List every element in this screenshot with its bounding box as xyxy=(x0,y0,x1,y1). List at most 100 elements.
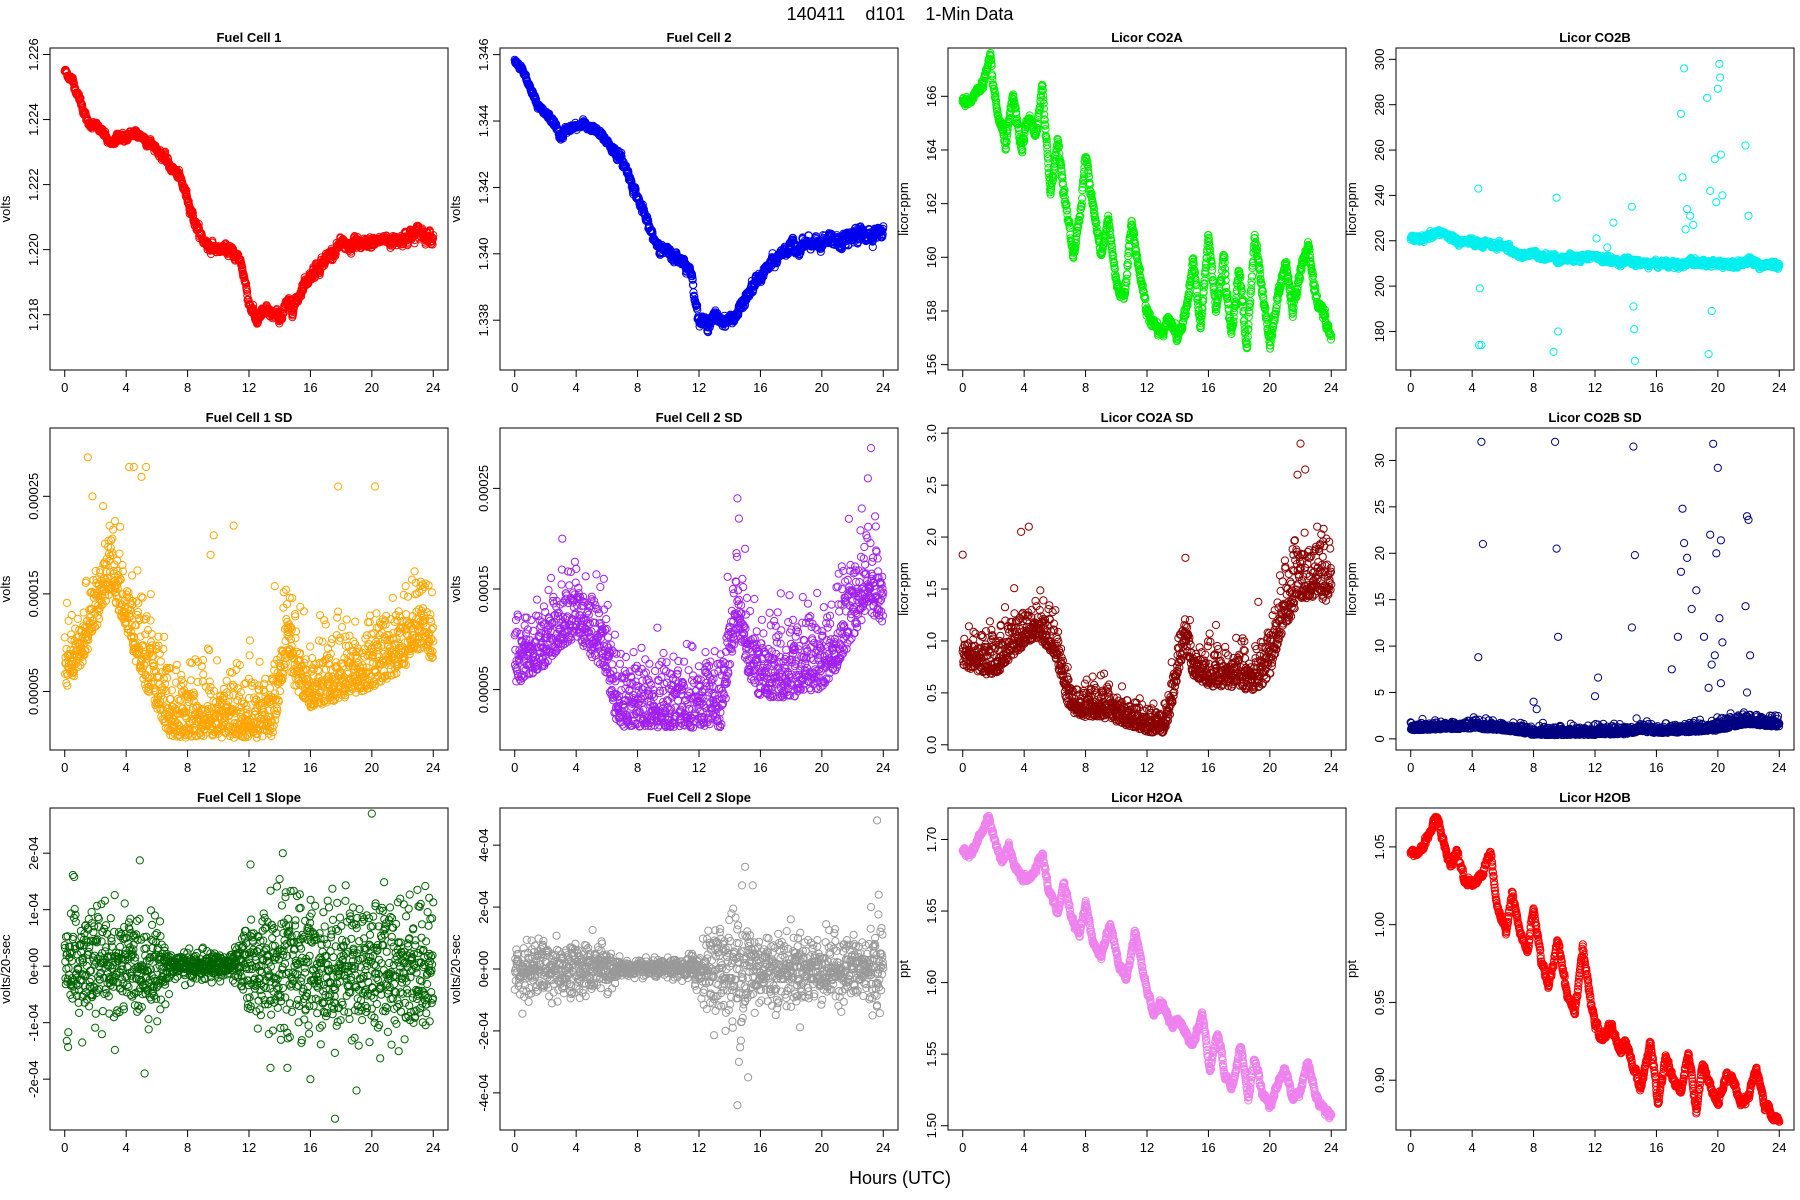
data-point xyxy=(1075,217,1084,226)
data-point xyxy=(1184,291,1194,300)
data-point xyxy=(1077,202,1086,211)
series-points xyxy=(510,55,888,337)
data-point xyxy=(1135,265,1145,274)
data-point xyxy=(693,301,702,310)
data-point xyxy=(163,154,172,163)
data-point xyxy=(816,247,825,256)
y-axis-label: volts xyxy=(448,195,463,222)
data-point xyxy=(1141,294,1150,304)
data-point xyxy=(1010,100,1019,109)
data-point xyxy=(194,219,203,228)
data-point xyxy=(1236,273,1245,282)
data-point xyxy=(877,226,887,235)
data-point xyxy=(1215,291,1224,300)
plot-frame xyxy=(1395,47,1795,371)
x-tick-label: 24 xyxy=(1324,380,1338,395)
data-point xyxy=(1044,163,1053,173)
data-point xyxy=(1122,278,1131,287)
data-point xyxy=(1266,344,1275,353)
data-point xyxy=(1288,312,1297,321)
data-point xyxy=(1208,273,1217,282)
data-point xyxy=(1303,238,1313,247)
data-point xyxy=(1104,215,1113,224)
data-point xyxy=(1206,252,1215,261)
x-tick-label: 0 xyxy=(511,380,518,395)
data-point xyxy=(1246,297,1255,306)
x-tick-label: 8 xyxy=(1530,380,1537,395)
x-tick-label: 12 xyxy=(1140,380,1154,395)
data-point xyxy=(1138,283,1147,292)
data-point xyxy=(1289,303,1298,313)
data-point xyxy=(1020,134,1029,144)
data-point xyxy=(1237,287,1247,296)
data-point xyxy=(1246,289,1255,298)
data-point xyxy=(410,239,419,248)
data-point xyxy=(1031,130,1041,139)
data-point xyxy=(1071,244,1080,253)
data-point xyxy=(1110,259,1119,268)
data-point xyxy=(1244,320,1253,329)
data-point xyxy=(1039,91,1048,100)
x-tick-label: 4 xyxy=(1021,380,1028,395)
data-point xyxy=(989,81,998,90)
data-point xyxy=(1270,316,1279,325)
data-point xyxy=(1106,231,1115,240)
data-point xyxy=(868,242,877,252)
data-point xyxy=(1221,276,1230,285)
data-point xyxy=(1002,137,1011,146)
figure-title: 140411 d101 1-Min Data xyxy=(786,4,1014,24)
data-point xyxy=(795,249,804,258)
x-tick-label: 16 xyxy=(303,380,317,395)
data-point xyxy=(1105,221,1114,230)
data-point xyxy=(1063,206,1072,215)
data-point xyxy=(1239,306,1248,316)
data-point xyxy=(1256,270,1265,279)
data-point xyxy=(428,234,438,243)
data-point xyxy=(1088,197,1097,206)
data-point xyxy=(1196,324,1205,333)
panel-title: Fuel Cell 2 xyxy=(666,30,731,45)
data-point xyxy=(1200,280,1209,289)
data-point xyxy=(1011,104,1020,113)
data-point xyxy=(1220,253,1229,262)
y-tick-label: 1.220 xyxy=(26,233,41,266)
data-point xyxy=(1039,99,1048,108)
data-point xyxy=(1223,289,1232,298)
data-point xyxy=(1123,262,1132,271)
panel-fc2: Fuel Cell 20 4 8 12 16 20 241.3381.3401.3421.3… xyxy=(448,30,899,395)
y-tick-label: 1.224 xyxy=(26,103,41,136)
data-point xyxy=(1073,226,1082,235)
data-point xyxy=(1211,307,1221,316)
data-point xyxy=(1070,248,1079,257)
data-point xyxy=(1072,232,1081,241)
x-tick-label: 0 xyxy=(61,380,68,395)
panel-title: Fuel Cell 1 xyxy=(216,30,281,45)
data-point xyxy=(1252,241,1262,250)
data-point xyxy=(1104,211,1113,220)
data-point xyxy=(879,222,888,231)
y-tick-label: 162 xyxy=(924,193,939,215)
data-point xyxy=(1243,343,1252,352)
data-point xyxy=(1084,169,1093,178)
data-point xyxy=(1220,258,1229,267)
data-point xyxy=(988,75,997,84)
data-point xyxy=(759,272,768,281)
y-tick-label: 220 xyxy=(1372,230,1387,252)
data-point xyxy=(1098,244,1107,253)
data-point xyxy=(1217,278,1226,287)
data-point xyxy=(987,61,996,71)
data-point xyxy=(979,81,988,90)
data-point xyxy=(1040,115,1049,125)
data-point xyxy=(1272,304,1281,313)
data-point xyxy=(878,224,888,233)
data-point xyxy=(1228,321,1238,330)
data-point xyxy=(1199,294,1208,303)
x-tick-label: 12 xyxy=(1588,380,1602,395)
data-point xyxy=(1229,318,1238,327)
data-point xyxy=(248,300,258,309)
y-tick-label: 300 xyxy=(1372,48,1387,70)
x-tick-label: 4 xyxy=(1469,380,1476,395)
data-point xyxy=(1083,162,1093,171)
data-point xyxy=(1087,189,1096,198)
